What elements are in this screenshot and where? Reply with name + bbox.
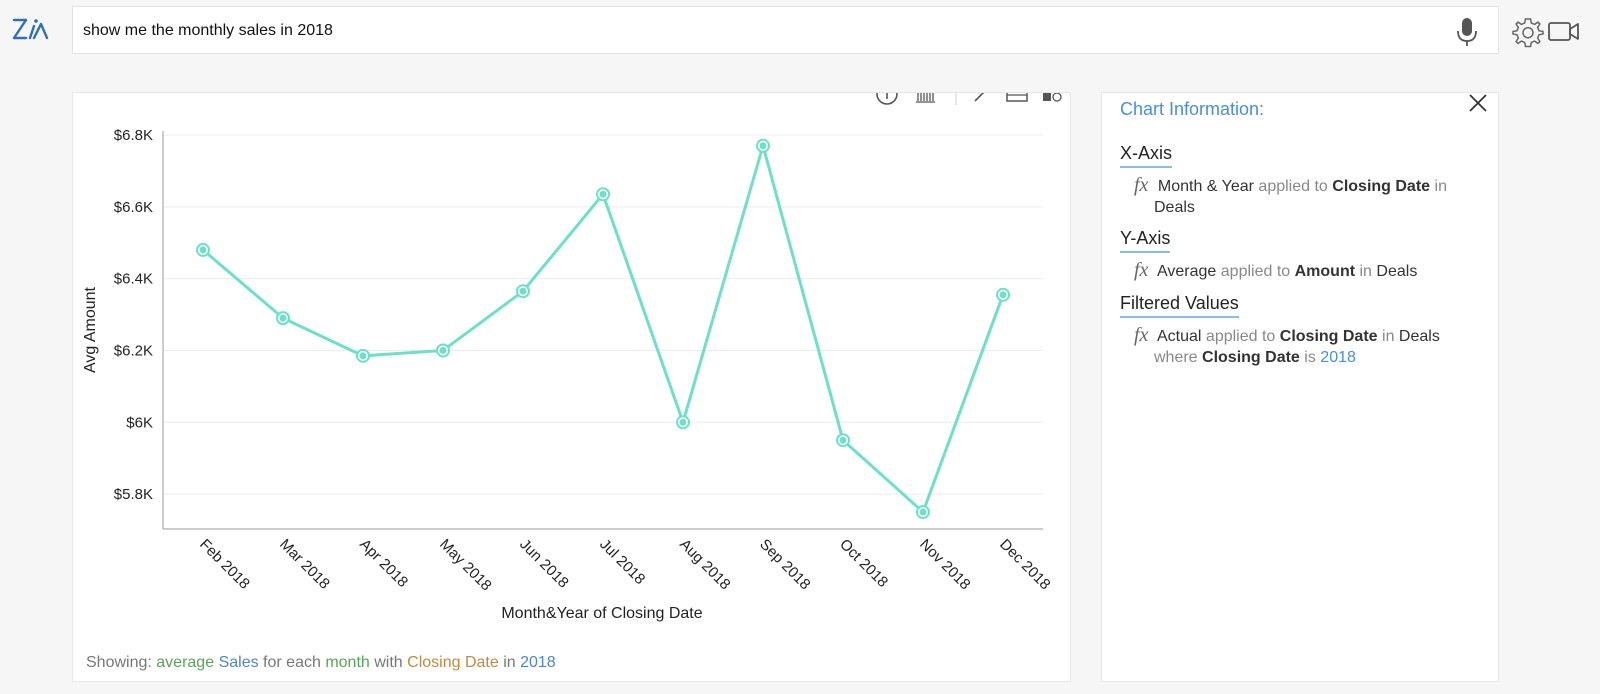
where-text: where (1154, 349, 1198, 366)
fx-icon: fx (1134, 259, 1149, 281)
applied-text: applied to (1258, 178, 1328, 195)
x-tick-label: Oct 2018 (836, 536, 891, 591)
y-axis-heading: Y-Axis (1120, 228, 1171, 253)
close-icon[interactable] (1468, 93, 1488, 113)
data-point[interactable] (276, 311, 290, 326)
data-point[interactable] (836, 433, 850, 448)
is-text: is (1304, 349, 1316, 366)
x-tick-label: Apr 2018 (356, 536, 411, 591)
data-point[interactable] (596, 187, 610, 202)
x-tick-label: May 2018 (436, 536, 495, 595)
search-bar[interactable] (72, 6, 1499, 55)
function-name: Average (1157, 263, 1217, 280)
x-tick-label: Aug 2018 (676, 536, 733, 593)
field-name: Closing Date (1202, 349, 1300, 366)
showing-text: in (503, 654, 516, 671)
showing-measure[interactable]: Sales (218, 654, 259, 671)
x-axis-label: Month&Year of Closing Date (501, 605, 702, 622)
showing-caption: Showing: average Sales for each month wi… (86, 654, 556, 672)
barcode-icon[interactable] (916, 93, 935, 103)
x-tick-label: Nov 2018 (916, 536, 973, 593)
y-tick-label: $6.8K (114, 127, 153, 144)
y-tick-label: $6.6K (114, 199, 153, 216)
data-point[interactable] (516, 284, 530, 299)
search-input[interactable] (81, 7, 1425, 55)
field-name: Amount (1294, 263, 1356, 280)
chart-card: $5.8K $6K $6.2K $6.4K $6.6K $6.8K Feb 2018 Mar… (72, 92, 1071, 682)
applied-text: applied to (1205, 328, 1276, 345)
showing-text: for each (263, 654, 321, 671)
fx-icon: fx (1134, 324, 1149, 346)
microphone-icon[interactable] (1456, 17, 1478, 47)
x-tick-label: Jun 2018 (516, 536, 572, 592)
function-name: Month & Year (1157, 178, 1254, 195)
x-tick-label: Feb 2018 (196, 536, 253, 593)
gear-icon[interactable] (1512, 16, 1544, 48)
x-tick-label: Dec 2018 (996, 536, 1053, 593)
fx-icon: fx (1134, 174, 1149, 196)
y-axis-formula: fx Average applied to Amount in Deals (1134, 260, 1479, 282)
zia-logo[interactable] (10, 12, 50, 48)
x-tick-label: Mar 2018 (276, 536, 333, 593)
showing-prefix: Showing: (86, 654, 152, 671)
table-name: Deals (1154, 199, 1195, 216)
showing-value[interactable]: 2018 (520, 654, 556, 671)
data-point[interactable] (436, 343, 450, 358)
y-tick-label: $5.8K (114, 486, 153, 503)
data-point[interactable] (996, 287, 1010, 302)
data-point[interactable] (676, 415, 690, 430)
filter-formula: fx Actual applied to Closing Date in Dea… (1134, 325, 1479, 368)
in-text: in (1434, 178, 1447, 195)
field-name: Closing Date (1332, 178, 1431, 195)
y-tick-label: $6.2K (114, 342, 153, 359)
chart-info-panel: Chart Information: X-Axis fx Month & Yea… (1101, 92, 1499, 682)
table-name: Deals (1376, 263, 1418, 280)
x-tick-label: Sep 2018 (756, 536, 813, 593)
x-tick-label: Jul 2018 (596, 536, 648, 588)
showing-field[interactable]: Closing Date (407, 654, 499, 671)
showing-aggregate[interactable]: average (156, 654, 215, 671)
data-point[interactable] (916, 505, 930, 520)
pencil-icon[interactable] (974, 93, 987, 102)
applied-text: applied to (1220, 263, 1291, 280)
showing-text: with (374, 654, 403, 671)
x-axis-formula: fx Month & Year applied to Closing Date … (1134, 175, 1479, 218)
function-name: Actual (1157, 328, 1202, 345)
showing-period[interactable]: month (325, 654, 370, 671)
card-icon[interactable] (1006, 93, 1028, 102)
x-axis-heading: X-Axis (1120, 143, 1173, 168)
filter-value[interactable]: 2018 (1320, 349, 1356, 366)
in-text: in (1382, 328, 1395, 345)
table-name: Deals (1398, 328, 1440, 345)
line-chart: $5.8K $6K $6.2K $6.4K $6.6K $6.8K Feb 2018 Mar… (82, 93, 1062, 622)
y-tick-label: $6.4K (114, 271, 153, 288)
field-name: Closing Date (1279, 328, 1378, 345)
data-point[interactable] (356, 348, 370, 363)
data-point[interactable] (756, 138, 770, 153)
y-axis-label: Avg Amount (82, 286, 99, 373)
info-icon[interactable] (876, 93, 898, 105)
data-point[interactable] (196, 242, 210, 257)
video-camera-icon[interactable] (1548, 20, 1580, 44)
y-tick-label: $6K (126, 414, 153, 431)
in-text: in (1359, 263, 1372, 280)
add-widget-icon[interactable] (1043, 93, 1062, 102)
chart-info-title: Chart Information: (1120, 99, 1265, 119)
filtered-values-heading: Filtered Values (1120, 293, 1239, 318)
